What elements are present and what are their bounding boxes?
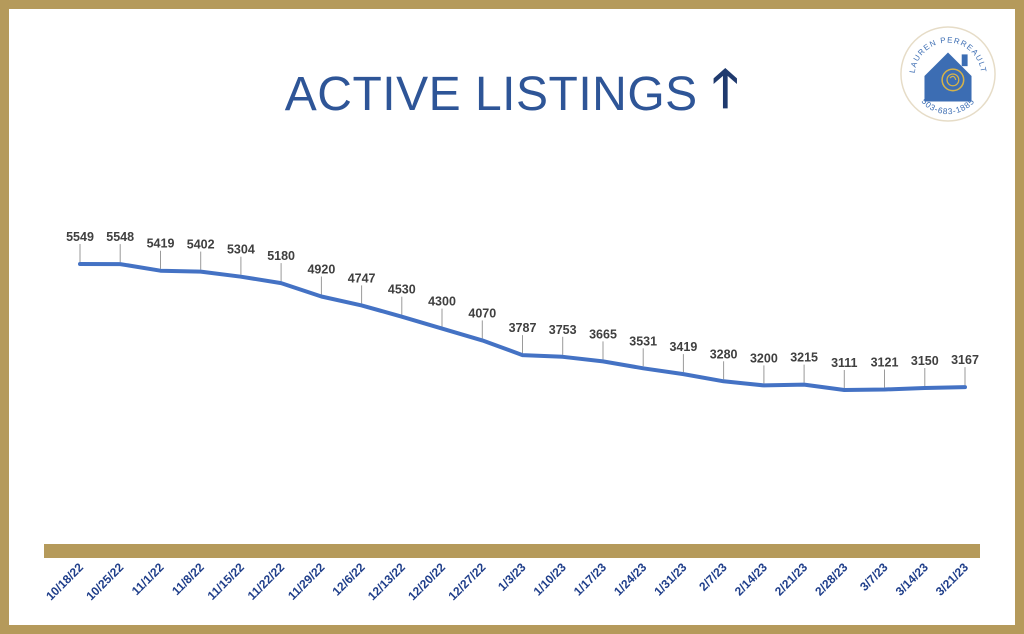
x-tick-label: 3/7/23 <box>857 560 891 594</box>
data-label: 4920 <box>307 263 335 277</box>
data-label: 5180 <box>267 249 295 263</box>
data-point <box>883 388 886 391</box>
data-label: 5419 <box>147 237 175 251</box>
data-label: 3787 <box>509 321 537 335</box>
x-tick-label: 2/21/23 <box>772 560 810 598</box>
x-tick-label: 3/14/23 <box>893 560 931 598</box>
data-point <box>601 359 605 363</box>
x-tick-label: 11/8/22 <box>169 560 207 598</box>
data-point <box>762 383 766 387</box>
data-point <box>561 355 565 359</box>
x-tick-label: 10/18/22 <box>43 560 86 603</box>
x-tick-label: 1/24/23 <box>611 560 649 598</box>
data-label: 3531 <box>629 334 657 348</box>
title-text: ACTIVE LISTINGS <box>284 68 698 121</box>
data-label: 3200 <box>750 351 778 365</box>
data-point <box>722 379 726 383</box>
x-tick-label: 10/25/22 <box>83 560 126 603</box>
data-label: 3215 <box>790 351 818 365</box>
data-label: 5548 <box>106 230 134 244</box>
data-point <box>923 386 927 390</box>
up-arrow-icon: 🡑 <box>711 60 740 118</box>
data-point <box>118 262 122 266</box>
data-point <box>802 383 806 387</box>
data-label: 3665 <box>589 327 617 341</box>
data-point <box>319 295 323 298</box>
data-label: 5304 <box>227 243 255 257</box>
page-title: ACTIVE LISTINGS 🡑 <box>0 50 1024 139</box>
x-tick-label: 11/29/22 <box>285 560 328 603</box>
data-point <box>239 275 243 279</box>
data-label: 3167 <box>951 353 979 367</box>
data-point <box>159 269 162 273</box>
data-point <box>963 385 967 389</box>
data-point <box>440 327 444 331</box>
x-tick-label: 1/31/23 <box>651 560 689 598</box>
x-tick-label: 2/28/23 <box>812 560 850 598</box>
data-point <box>480 338 484 342</box>
data-points <box>78 262 967 392</box>
x-tick-label: 1/10/23 <box>531 560 569 598</box>
data-point <box>842 388 846 392</box>
house-rose-logo: LAUREN PERREAULT 503-683-1885 <box>900 26 996 122</box>
data-label: 3121 <box>871 356 899 370</box>
x-tick-label: 12/6/22 <box>330 560 368 598</box>
x-tick-label: 1/3/23 <box>495 560 529 594</box>
data-label: 3150 <box>911 354 939 368</box>
data-label: 4747 <box>348 271 376 285</box>
data-point <box>279 281 283 285</box>
x-tick-label: 3/21/23 <box>933 560 971 598</box>
rose-icon <box>941 68 965 92</box>
data-label: 4300 <box>428 295 456 309</box>
data-point <box>521 353 524 357</box>
data-point <box>400 315 404 319</box>
data-label: 5402 <box>187 238 215 252</box>
data-point <box>78 262 82 266</box>
x-tick-label: 2/7/23 <box>696 560 730 594</box>
data-label: 4530 <box>388 283 416 297</box>
data-point <box>360 303 364 307</box>
data-label: 4070 <box>468 306 496 320</box>
x-tick-label: 11/15/22 <box>205 560 248 603</box>
data-label: 5549 <box>66 230 94 244</box>
leader-lines <box>79 244 966 388</box>
x-axis-band <box>44 544 980 558</box>
data-labels: 5549 5548 5419 5402 5304 5180 4920 4747 4530 4300… <box>66 230 979 370</box>
x-tick-label: 1/17/23 <box>571 560 609 598</box>
x-tick-label: 11/22/22 <box>245 560 288 603</box>
x-tick-label: 12/20/22 <box>405 560 448 603</box>
data-point <box>199 270 203 274</box>
data-label: 3280 <box>710 347 738 361</box>
data-point <box>681 372 685 376</box>
data-label: 3753 <box>549 323 577 337</box>
x-tick-label: 2/14/23 <box>732 560 770 598</box>
x-tick-label: 12/27/22 <box>445 560 488 603</box>
data-label: 3419 <box>669 340 697 354</box>
x-tick-label: 12/13/22 <box>365 560 408 603</box>
x-tick-label: 11/1/22 <box>129 560 167 598</box>
data-point <box>641 366 645 370</box>
data-label: 3111 <box>831 356 857 370</box>
